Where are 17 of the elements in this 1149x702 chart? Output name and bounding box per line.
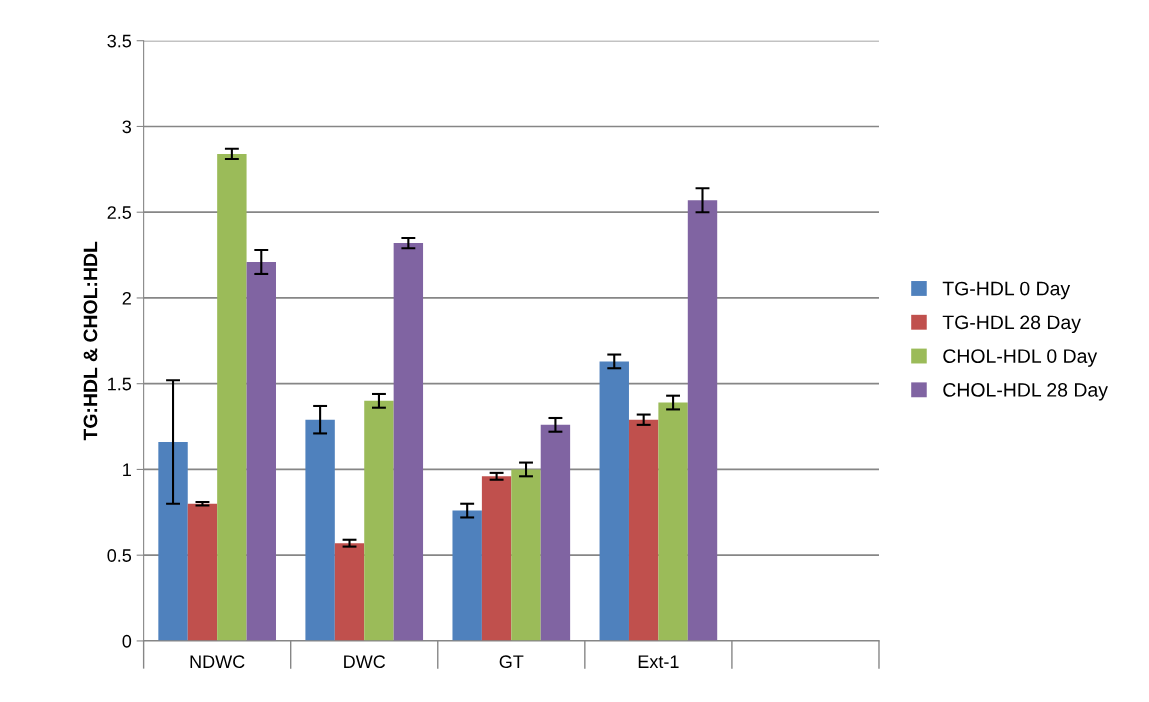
y-tick-label: 2 (122, 291, 131, 305)
y-tick-label: 0 (122, 634, 132, 648)
y-tick-label: 3 (122, 120, 132, 134)
legend-label: CHOL-HDL 28 Day (943, 383, 1108, 401)
y-tick-label: 1.5 (108, 377, 132, 391)
y-axis-title: TG:HDL & CHOL:HDL (83, 241, 98, 441)
y-tick-label: 2.5 (107, 206, 132, 219)
y-tick-label: 3.5 (107, 34, 132, 48)
x-tick-label: GT (499, 655, 524, 669)
legend-label: TG-HDL 0 Day (942, 281, 1071, 300)
legend-label: TG-HDL 28 Day (942, 315, 1081, 334)
y-tick-label: 1 (123, 463, 131, 476)
y-tick-label: 0.5 (107, 549, 132, 562)
legend-label: CHOL-HDL 0 Day (943, 349, 1098, 367)
x-tick-label: DWC (344, 655, 386, 669)
x-tick-label: Ext-1 (638, 655, 679, 669)
x-tick-label: NDWC (190, 655, 245, 669)
